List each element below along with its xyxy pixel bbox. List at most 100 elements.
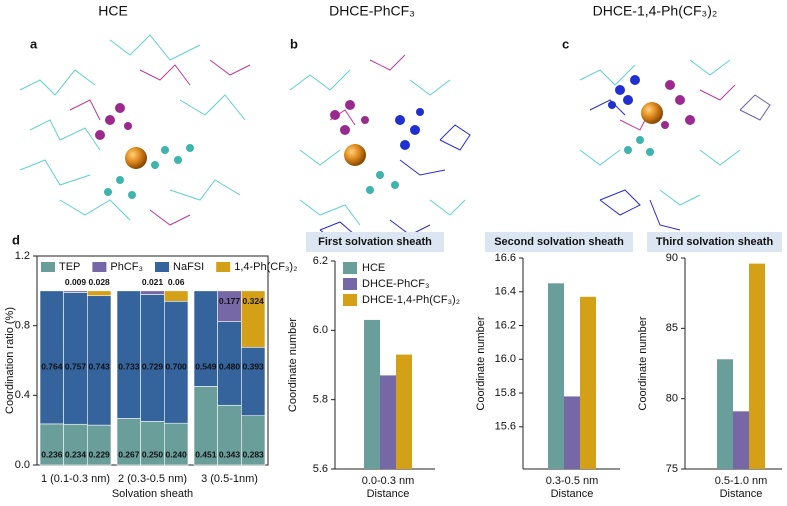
x-tick-label: 2 (0.3-0.5 nm)	[118, 473, 187, 485]
y-axis-label: Coordination ratio (%)	[4, 307, 16, 414]
x-tick-label: 0.0-0.3 nm	[362, 475, 415, 487]
value-label: 0.393	[243, 361, 265, 371]
value-label: 0.229	[89, 449, 111, 459]
bar-segment	[63, 292, 88, 425]
bar	[733, 411, 749, 469]
legend-label: TEP	[59, 261, 80, 273]
title-box	[485, 232, 633, 252]
legend-swatch	[155, 262, 170, 272]
x-axis-label: Solvation sheath	[112, 488, 193, 500]
y-tick-label: 16.6	[495, 252, 516, 264]
y-tick-label: 90	[666, 252, 678, 264]
bar	[580, 296, 596, 469]
value-label: 0.250	[142, 449, 164, 459]
chart-title: Second solvation sheath	[494, 236, 624, 248]
value-label: 0.743	[89, 361, 111, 371]
x-axis-label: Distance	[720, 488, 763, 500]
x-axis-label: Distance	[551, 488, 594, 500]
value-label: 0.021	[142, 277, 164, 287]
bar-segment	[87, 290, 112, 297]
snapshot-hce	[19, 34, 251, 226]
y-tick-label: 80	[666, 393, 678, 405]
bar-segment	[39, 290, 64, 425]
y-tick-label: 85	[666, 322, 678, 334]
panel-title: DHCE-PhCF₃	[329, 3, 415, 19]
bar	[564, 396, 580, 469]
title-box	[647, 232, 782, 252]
y-tick-label: 0.0	[15, 459, 30, 471]
y-axis-label: Coordinate number	[287, 318, 299, 413]
legend-swatch	[343, 262, 357, 274]
snapshot-dhce-phcf3	[289, 54, 471, 246]
value-label: 0.324	[243, 296, 265, 306]
panel-label: d	[12, 232, 20, 247]
legend-swatch	[92, 262, 107, 272]
panel-title: HCE	[98, 3, 128, 19]
value-label: 0.733	[118, 361, 140, 371]
bar-segment	[140, 290, 165, 295]
panel-title: DHCE-1,4-Ph(CF₃)₂	[593, 3, 718, 19]
panel-label: c	[562, 36, 569, 51]
value-label: 0.028	[89, 277, 111, 287]
value-label: 0.451	[195, 449, 217, 459]
value-label: 0.06	[168, 277, 185, 287]
y-tick-label: 1.2	[15, 250, 30, 262]
y-tick-label: 0.8	[15, 320, 30, 332]
legend-swatch	[343, 278, 357, 290]
legend-label: HCE	[362, 262, 385, 274]
y-tick-label: 16.2	[495, 319, 516, 331]
value-label: 0.267	[118, 449, 140, 459]
y-tick-label: 75	[666, 463, 678, 475]
bar	[380, 375, 396, 469]
y-tick-label: 16.0	[495, 353, 516, 365]
x-axis-label: Distance	[367, 488, 410, 500]
x-tick-label: 1 (0.1-0.3 nm)	[41, 473, 110, 485]
value-label: 0.343	[219, 449, 241, 459]
bar-segment	[63, 290, 88, 293]
bar	[396, 354, 412, 469]
value-label: 0.729	[142, 361, 164, 371]
legend-label: PhCF₃	[110, 261, 143, 273]
y-axis-label: Coordinate number	[637, 316, 649, 411]
chart-title: Third solvation sheath	[656, 236, 774, 248]
legend-label: DHCE-1,4-Ph(CF₃)₂	[362, 294, 460, 306]
panel-label: b	[290, 36, 298, 51]
bar	[548, 283, 564, 469]
value-label: 0.549	[195, 361, 217, 371]
x-tick-label: 3 (0.5-1nm)	[201, 473, 258, 485]
chart-title: First solvation sheath	[318, 236, 432, 248]
value-label: 0.240	[166, 449, 188, 459]
y-axis-label: Coordinate number	[475, 316, 487, 411]
x-tick-label: 0.3-0.5 nm	[546, 475, 599, 487]
y-tick-label: 0.4	[15, 389, 30, 401]
value-label: 0.234	[65, 449, 87, 459]
value-label: 0.177	[219, 296, 241, 306]
panel-label: a	[30, 36, 38, 51]
title-box	[306, 232, 444, 252]
y-tick-label: 6.0	[313, 324, 328, 336]
bar	[364, 319, 380, 469]
value-label: 0.480	[219, 361, 241, 371]
bar-segment	[164, 290, 189, 302]
y-tick-label: 15.6	[495, 421, 516, 433]
bar-segment	[241, 290, 266, 348]
y-tick-label: 5.6	[313, 463, 328, 475]
bar	[717, 359, 733, 469]
bar-segment	[193, 290, 218, 387]
x-tick-label: 0.5-1.0 nm	[715, 475, 768, 487]
value-label: 0.009	[65, 277, 87, 287]
value-label: 0.236	[41, 449, 63, 459]
bar	[749, 263, 765, 469]
legend-swatch	[343, 294, 357, 306]
bar-segment	[241, 346, 266, 417]
snapshot-dhce-14	[579, 59, 771, 231]
value-label: 0.757	[65, 361, 87, 371]
legend-swatch	[41, 262, 55, 272]
y-tick-label: 15.8	[495, 387, 516, 399]
value-label: 0.700	[166, 361, 188, 371]
y-tick-label: 5.8	[313, 394, 328, 406]
value-label: 0.764	[41, 361, 63, 371]
legend-label: DHCE-PhCF₃	[362, 278, 429, 290]
